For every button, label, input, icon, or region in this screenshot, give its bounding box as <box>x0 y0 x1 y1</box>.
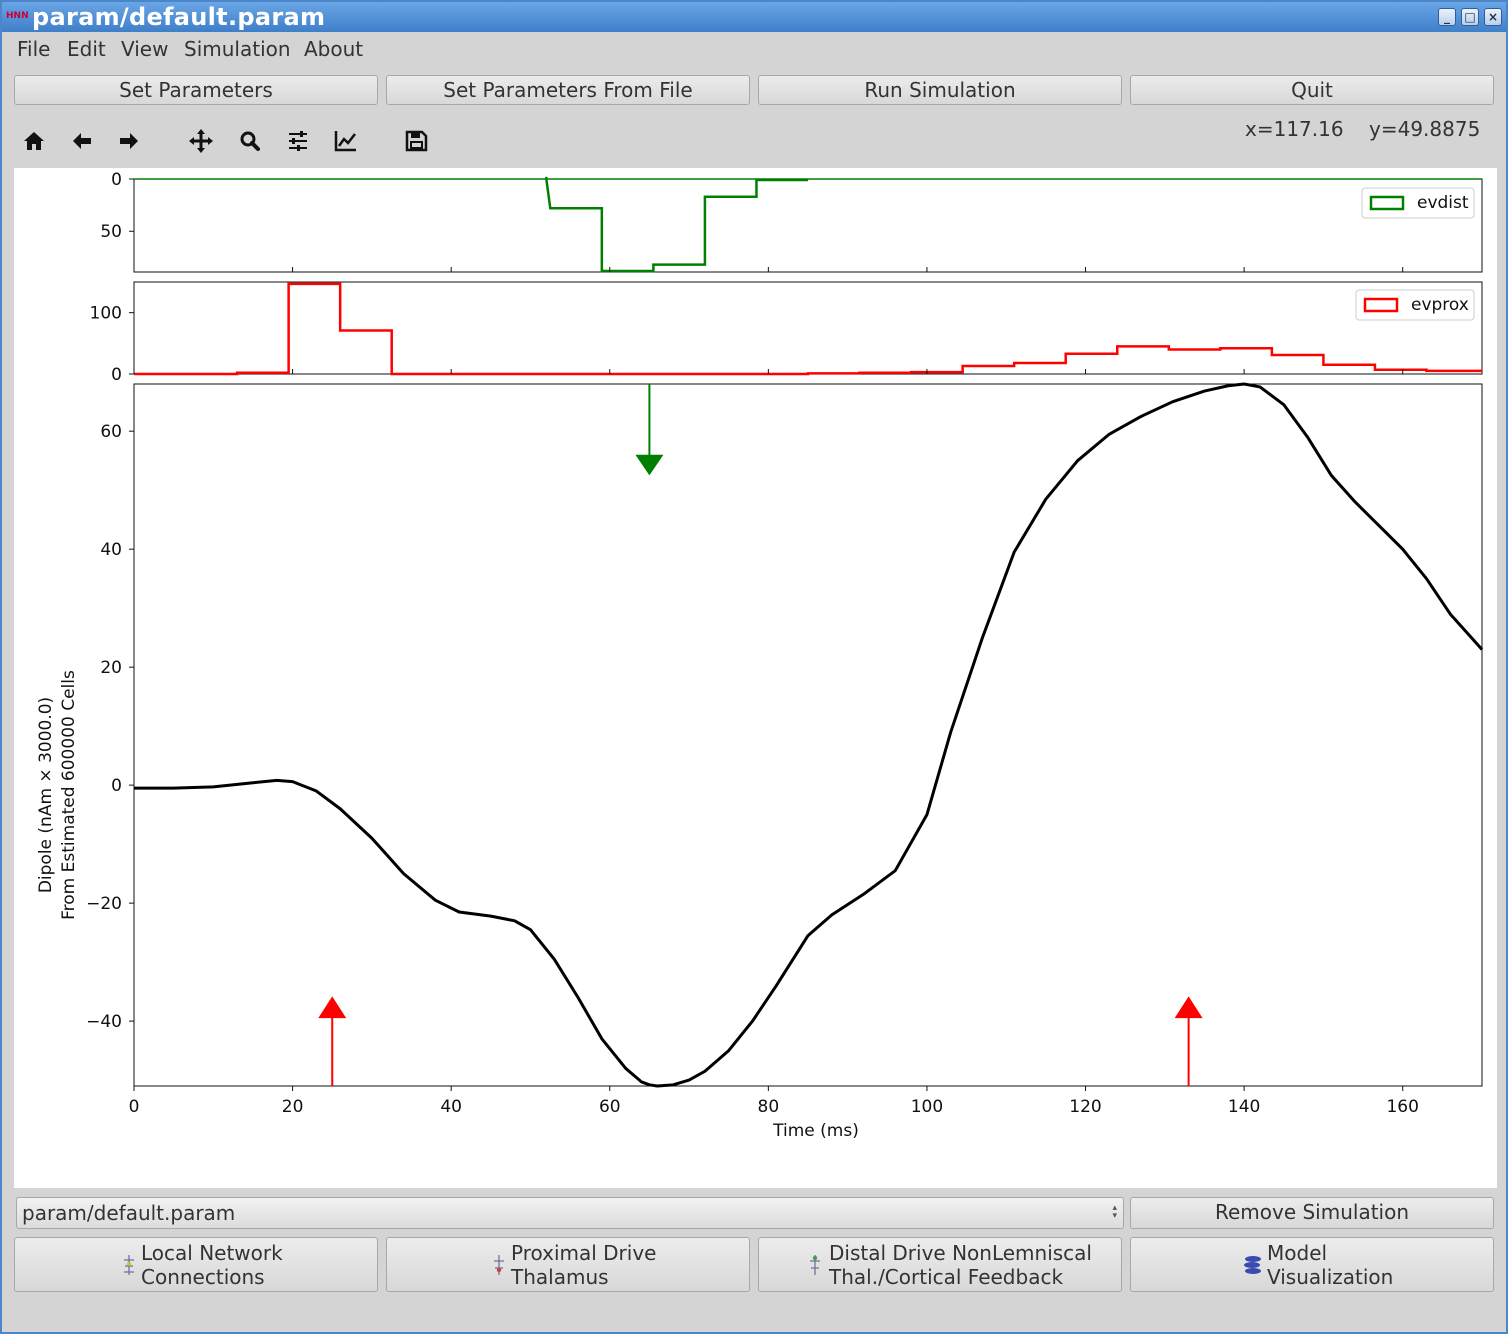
dipole-ytick-label: −20 <box>86 894 122 914</box>
evdist-legend-box <box>1361 187 1475 219</box>
distal-drive-icon <box>807 1254 823 1276</box>
dipole-xtick-label: 160 <box>1386 1097 1418 1117</box>
proximal-drive-icon <box>491 1254 507 1276</box>
dipole-xtick-label: 60 <box>599 1097 621 1117</box>
local-network-connections-button[interactable]: Local Network Connections <box>14 1237 378 1292</box>
title-bar[interactable]: HNN param/default.param _ □ × <box>2 2 1506 32</box>
network-icon <box>121 1254 137 1276</box>
local-network-label-line2: Connections <box>141 1265 265 1289</box>
app-logo-icon: HNN <box>6 11 29 21</box>
proximal-drive-arrow-head <box>318 996 347 1019</box>
distal-drive-arrow-head <box>635 454 664 476</box>
subplots-icon[interactable] <box>278 122 318 158</box>
menu-file[interactable]: File <box>17 37 51 61</box>
dipole-xtick-label: 100 <box>911 1097 943 1117</box>
evprox-legend-label: evprox <box>1411 295 1469 315</box>
cursor-y-readout: y=49.8875 <box>1369 117 1481 141</box>
evprox-histogram <box>134 282 1482 376</box>
set-parameters-button[interactable]: Set Parameters <box>14 75 378 105</box>
proximal-drive-label-line2: Thalamus <box>511 1265 609 1289</box>
menu-bar: File Edit View Simulation About <box>2 33 1506 67</box>
cursor-x-readout: x=117.16 <box>1245 117 1344 141</box>
dipole-ylabel-line2: From Estimated 600000 Cells <box>59 670 79 920</box>
zoom-icon[interactable] <box>230 122 270 158</box>
save-icon[interactable] <box>396 122 436 158</box>
model-visualization-label-line2: Visualization <box>1267 1265 1394 1289</box>
edit-axis-icon[interactable] <box>326 122 366 158</box>
evdist-histogram <box>545 176 808 273</box>
select-arrows-icon: ▴ ▾ <box>1112 1203 1117 1221</box>
model-visualization-label-line1: Model <box>1267 1241 1328 1265</box>
dipole-xtick-label: 140 <box>1228 1097 1260 1117</box>
evprox-axes-frame <box>133 281 1483 375</box>
evprox-ytick-label: 100 <box>90 304 122 324</box>
maximize-icon[interactable]: □ <box>1461 8 1479 26</box>
proximal-drive-label-line1: Proximal Drive <box>511 1241 657 1265</box>
menu-edit[interactable]: Edit <box>67 37 106 61</box>
dipole-ytick-label: 0 <box>111 776 122 796</box>
model-visualization-icon <box>1243 1254 1263 1276</box>
dipole-xtick-label: 0 <box>129 1097 140 1117</box>
dipole-xtick-label: 80 <box>758 1097 780 1117</box>
run-simulation-button[interactable]: Run Simulation <box>758 75 1122 105</box>
simulation-select-value: param/default.param <box>22 1201 236 1225</box>
quit-button[interactable]: Quit <box>1130 75 1494 105</box>
dipole-ylabel-line1: Dipole (nAm × 3000.0) <box>36 697 56 893</box>
status-bar <box>2 1300 1506 1332</box>
close-icon[interactable]: × <box>1484 8 1502 26</box>
menu-simulation[interactable]: Simulation <box>184 37 291 61</box>
evdist-axes-frame <box>133 178 1483 273</box>
plot-toolbar <box>12 118 1502 162</box>
back-arrow-icon[interactable] <box>62 122 102 158</box>
dipole-xlabel: Time (ms) <box>772 1121 859 1141</box>
model-visualization-button[interactable]: Model Visualization <box>1130 1237 1494 1292</box>
evprox-legend-box <box>1355 289 1475 321</box>
evdist-ytick-label: 50 <box>100 222 122 242</box>
dipole-xtick-label: 40 <box>440 1097 462 1117</box>
window-title: param/default.param <box>32 3 326 31</box>
dipole-ytick-label: 60 <box>100 422 122 442</box>
evdist-legend-label: evdist <box>1417 193 1469 213</box>
evdist-ytick-label: 0 <box>111 170 122 190</box>
set-parameters-from-file-button[interactable]: Set Parameters From File <box>386 75 750 105</box>
evprox-ytick-label: 0 <box>111 365 122 385</box>
distal-drive-label-line2: Thal./Cortical Feedback <box>829 1265 1064 1289</box>
evprox-legend-swatch <box>1363 297 1399 313</box>
menu-about[interactable]: About <box>304 37 364 61</box>
menu-view[interactable]: View <box>121 37 169 61</box>
distal-drive-label-line1: Distal Drive NonLemniscal <box>829 1241 1092 1265</box>
pan-icon[interactable] <box>181 122 221 158</box>
home-icon[interactable] <box>14 122 54 158</box>
distal-drive-button[interactable]: Distal Drive NonLemniscal Thal./Cortical… <box>758 1237 1122 1292</box>
local-network-label-line1: Local Network <box>141 1241 283 1265</box>
simulation-select[interactable]: param/default.param ▴ ▾ <box>16 1197 1124 1229</box>
dipole-ytick-label: 40 <box>100 540 122 560</box>
dipole-xtick-label: 20 <box>282 1097 304 1117</box>
dipole-ytick-label: −40 <box>86 1012 122 1032</box>
minimize-icon[interactable]: _ <box>1438 8 1456 26</box>
plot-canvas[interactable]: 0 50 evdist 100 0 evprox 60 40 20 0 −20 −40 0 20 40 60 8… <box>14 168 1497 1188</box>
remove-simulation-button[interactable]: Remove Simulation <box>1130 1197 1494 1229</box>
dipole-xtick-label: 120 <box>1069 1097 1101 1117</box>
proximal-drive-arrow-head <box>1174 996 1203 1019</box>
proximal-drive-thalamus-button[interactable]: Proximal Drive Thalamus <box>386 1237 750 1292</box>
dipole-axes-frame <box>133 383 1483 1087</box>
dipole-line <box>134 382 1484 1088</box>
evdist-legend-swatch <box>1369 195 1405 211</box>
forward-arrow-icon[interactable] <box>109 122 149 158</box>
dipole-ytick-label: 20 <box>100 658 122 678</box>
